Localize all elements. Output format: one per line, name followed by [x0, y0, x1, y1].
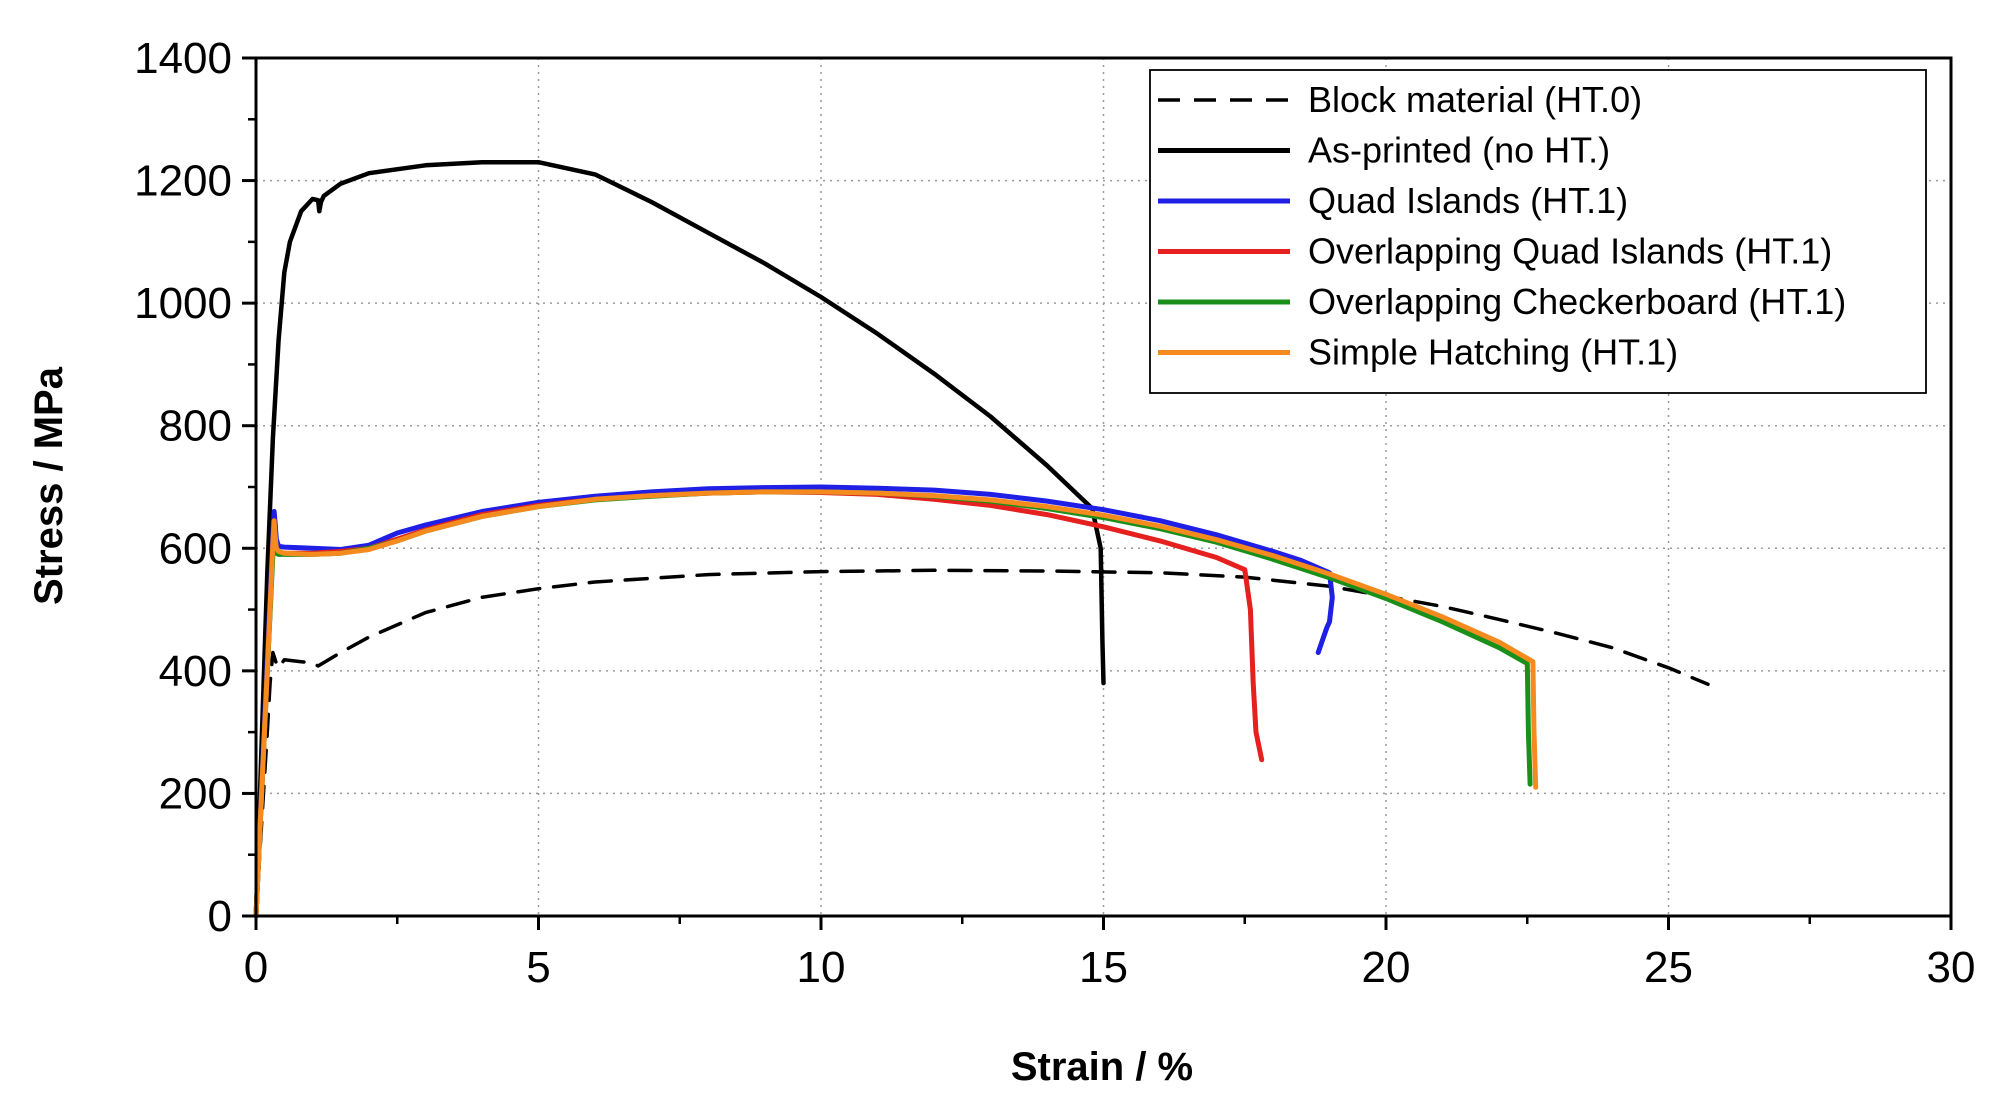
series-line-0 [254, 568, 1710, 918]
series-line-5 [253, 489, 1539, 919]
legend-label-2: Quad Islands (HT.1) [1308, 180, 1628, 221]
x-tick-label: 0 [244, 943, 268, 992]
legend-box [1149, 69, 1927, 394]
legend-label-3: Overlapping Quad Islands (HT.1) [1308, 231, 1832, 272]
x-tick-label: 25 [1644, 943, 1693, 992]
series-lines [253, 159, 1710, 919]
x-tick-label: 5 [526, 943, 550, 992]
axes [242, 56, 1953, 930]
x-tick-label: 20 [1362, 943, 1411, 992]
y-tick-label: 1000 [134, 279, 232, 328]
tick-labels: 0 5 10 15 20 25 30 0 200 400 600 800 1000 1200 1400 [134, 34, 1975, 992]
legend-label-1: As-printed (no HT.) [1308, 130, 1610, 171]
x-tick-label: 10 [797, 943, 846, 992]
x-tick-label: 15 [1079, 943, 1128, 992]
legend: Block material (HT.0) As-printed (no HT.)… [1149, 69, 1927, 394]
y-tick-label: 1400 [134, 34, 232, 83]
legend-label-0: Block material (HT.0) [1308, 79, 1642, 120]
y-tick-label: 400 [159, 647, 232, 696]
y-tick-label: 0 [208, 892, 232, 941]
x-tick-label: 30 [1927, 943, 1976, 992]
y-tick-label: 600 [159, 524, 232, 573]
x-axis-title: Strain / % [1011, 1045, 1193, 1089]
legend-label-5: Simple Hatching (HT.1) [1308, 332, 1678, 373]
y-tick-label: 800 [159, 402, 232, 451]
series-line-1 [253, 159, 1106, 919]
legend-label-4: Overlapping Checkerboard (HT.1) [1308, 281, 1846, 322]
y-tick-label: 200 [159, 769, 232, 818]
y-axis-title: Stress / MPa [27, 366, 71, 605]
y-tick-label: 1200 [134, 157, 232, 206]
